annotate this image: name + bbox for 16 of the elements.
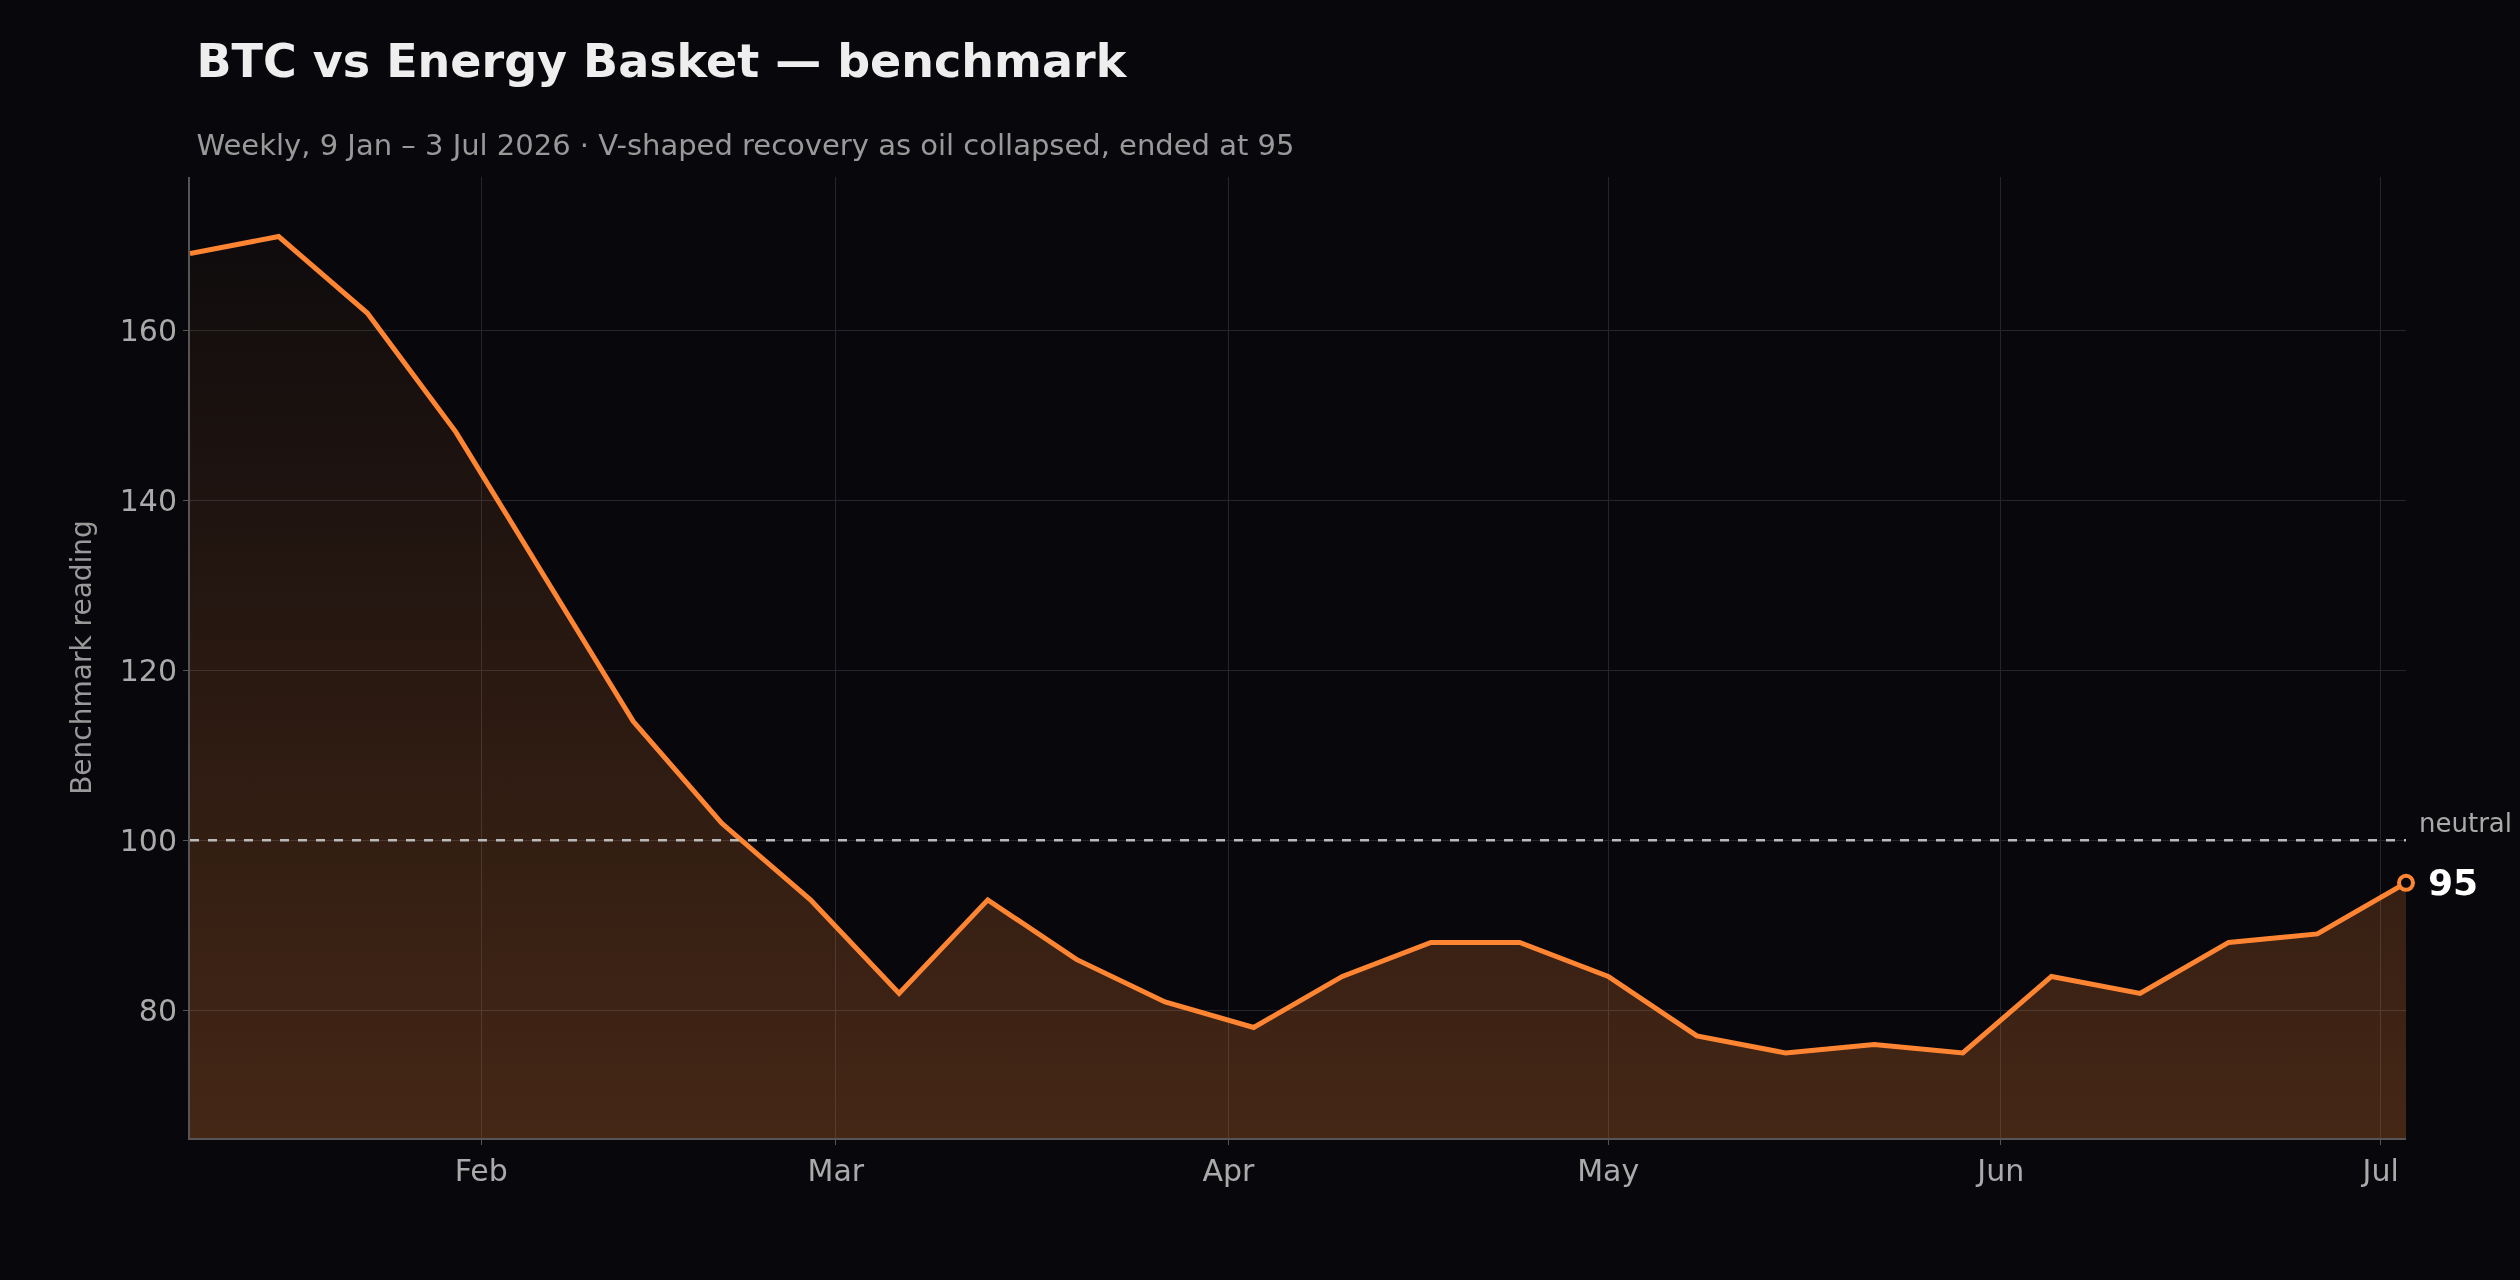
annotation: 95 [2428,862,2479,903]
x-tick-label: Apr [1202,1153,1255,1188]
x-tick-label: May [1577,1153,1640,1188]
x-tick-label: Mar [807,1153,865,1188]
y-axis-title: Benchmark reading [64,520,98,795]
x-tick-label: Feb [454,1153,508,1188]
y-tick-label: 140 [119,482,177,518]
chart-subtitle: Weekly, 9 Jan – 3 Jul 2026 · V-shaped recovery as oil collapsed, ended at 95 [196,127,1295,162]
x-tick-label: Jul [2360,1153,2399,1188]
y-tick-label: 100 [119,822,177,858]
chart-title: BTC vs Energy Basket — benchmark [196,34,1128,88]
x-tick-label: Jun [1975,1153,2025,1188]
ref-line-label: neutral [2419,808,2512,838]
y-tick-label: 80 [138,992,177,1028]
y-tick-label: 160 [119,312,177,348]
y-tick-label: 120 [119,652,177,688]
